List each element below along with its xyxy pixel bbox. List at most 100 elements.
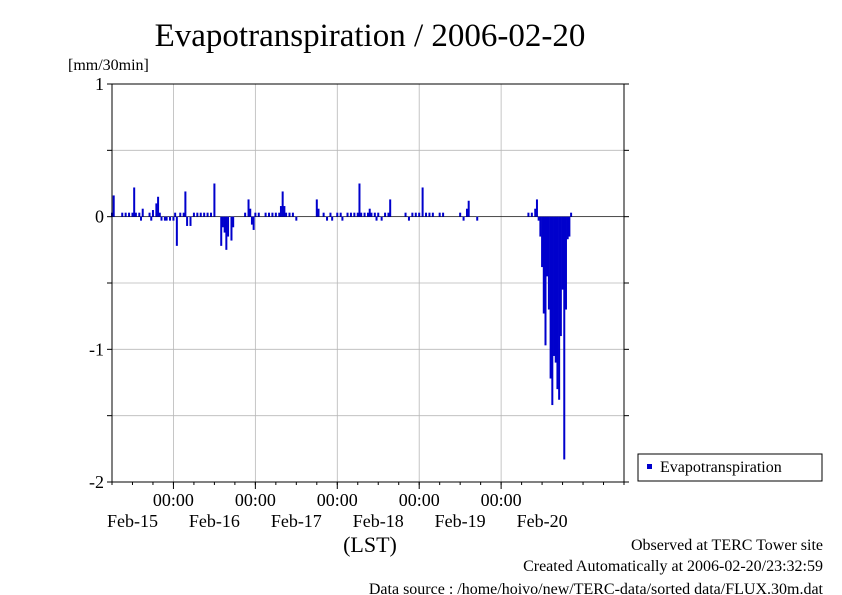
bar [254,212,257,217]
bar [150,216,153,221]
bar [363,212,366,217]
bar [148,212,151,217]
bar [418,212,421,217]
bar [564,216,567,310]
y-axis-ticks: 1 0 -1 -2 [89,74,629,492]
bar [165,216,168,221]
bar [534,208,537,217]
x-date-label: Feb-15 [107,511,158,531]
bar [175,216,178,246]
bar-series-evapotranspiration [111,183,573,460]
bar [138,212,141,217]
bar [389,199,392,217]
bar [431,212,434,217]
x-date-label: Feb-17 [271,511,322,531]
footer-data-source: Data source : /home/hoivo/new/TERC-data/… [369,581,824,595]
bar [227,216,230,237]
bar [559,216,562,337]
bar [157,196,160,217]
bar [252,216,255,230]
bar [291,212,294,217]
bar [196,212,199,217]
bar [160,216,163,221]
bar [232,216,235,228]
bar [121,212,124,217]
bar [223,216,226,233]
bar [281,191,284,217]
bar [274,212,277,217]
x-date-label: Feb-16 [189,511,240,531]
bar [112,195,115,217]
bar [278,212,281,217]
bar [285,212,288,217]
bar [421,187,424,217]
bar [561,216,564,290]
y-axis-unit-label: [mm/30min] [68,57,149,74]
bar [179,212,182,217]
bar [544,216,547,346]
bar [542,216,545,314]
bar [462,216,465,221]
bar [151,210,154,217]
bar [442,212,445,217]
x-date-label: Feb-20 [517,511,568,531]
legend-entry-evapotranspiration: Evapotranspiration [660,459,782,476]
bar [384,212,387,217]
legend-swatch [647,464,652,469]
bar [346,212,349,217]
bar [438,212,441,217]
bar [535,199,538,217]
bar [268,212,271,217]
bar [551,216,554,406]
bar [537,216,540,221]
bar [206,212,209,217]
bar [459,212,462,217]
bar [124,212,127,217]
bar [407,216,410,221]
bar [541,216,544,268]
bar [184,191,187,217]
bar [317,208,320,217]
bar [370,212,373,217]
bar [288,212,291,217]
bar [539,216,542,237]
bar [336,212,339,217]
bar [213,183,216,217]
bar [476,216,479,221]
x-time-label: 00:00 [317,490,358,510]
bar [199,212,202,217]
bar [331,216,334,221]
bar [203,212,206,217]
bar [467,200,470,217]
footer-observed: Observed at TERC Tower site [631,537,823,554]
bar [341,216,344,221]
bar [377,212,380,217]
y-tick-label: -1 [89,339,104,359]
y-tick-label: 1 [95,74,104,94]
bar [322,212,325,217]
x-date-label: Feb-19 [435,511,486,531]
bar [225,216,228,250]
bar [128,212,131,217]
bar [209,212,212,217]
bar [271,212,274,217]
bar [339,212,342,217]
bar [546,216,549,277]
bar [349,212,352,217]
bar [568,216,571,237]
bar [169,216,172,221]
bar [375,216,378,221]
x-axis-label: (LST) [343,532,397,557]
bar [182,212,185,217]
bar [279,206,282,217]
bar [131,212,134,217]
bar [360,212,363,217]
bar [530,212,533,217]
y-tick-label: 0 [95,207,104,227]
y-tick-label: -2 [89,472,104,492]
legend-box [637,453,823,482]
x-time-label: 00:00 [399,490,440,510]
bar [220,216,223,246]
